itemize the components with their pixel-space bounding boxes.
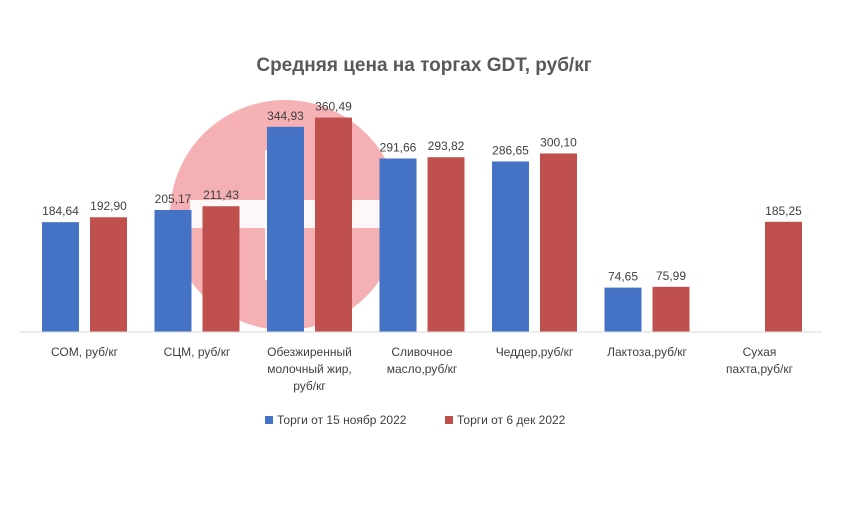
x-tick-label-5: Чеддер,руб/кг bbox=[496, 345, 574, 359]
bar-series-2-cat-5 bbox=[540, 153, 577, 332]
legend-marker-series-2 bbox=[445, 416, 453, 424]
data-label-series-2-cat-5: 300,10 bbox=[540, 135, 577, 149]
x-tick-label-1: СОМ, руб/кг bbox=[51, 345, 119, 359]
x-tick-labels: СОМ, руб/кг СЦМ, руб/кг Обезжиренный молочн… bbox=[51, 345, 794, 393]
bar-series-2-cat-3 bbox=[315, 117, 352, 333]
legend-label-series-2: Торги от 6 дек 2022 bbox=[457, 413, 566, 427]
data-label-series-2-cat-4: 293,82 bbox=[428, 139, 465, 153]
x-tick-label-1-line-1: СОМ, руб/кг bbox=[51, 345, 119, 359]
data-label-series-1-cat-5: 286,65 bbox=[492, 143, 529, 157]
data-label-series-2-cat-3: 360,49 bbox=[315, 100, 352, 114]
x-tick-label-7-line-1: Сухая bbox=[743, 345, 777, 359]
x-tick-label-6: Лактоза,руб/кг bbox=[607, 345, 687, 359]
bar-series-2-cat-6 bbox=[652, 286, 690, 332]
bar-series-1-cat-2 bbox=[154, 209, 192, 332]
bar-series-2-cat-2 bbox=[202, 206, 240, 332]
x-tick-label-4-line-1: Сливочное bbox=[391, 345, 453, 359]
data-label-series-1-cat-1: 184,64 bbox=[42, 204, 79, 218]
data-label-series-1-cat-3: 344,93 bbox=[267, 109, 304, 123]
x-tick-label-7-line-2: пахта,руб/кг bbox=[726, 362, 794, 376]
x-tick-label-2-line-1: СЦМ, руб/кг bbox=[164, 345, 231, 359]
data-label-series-2-cat-2: 211,43 bbox=[203, 188, 239, 202]
chart-title: Средняя цена на торгах GDT, руб/кг bbox=[256, 55, 591, 76]
bar-series-1-cat-6 bbox=[604, 287, 642, 332]
data-label-series-1-cat-6: 74,65 bbox=[608, 270, 638, 284]
x-tick-label-4: Сливочное масло,руб/кг bbox=[387, 345, 458, 376]
data-label-series-2-cat-1: 192,90 bbox=[90, 199, 127, 213]
bar-series-1-cat-3 bbox=[267, 126, 304, 332]
legend-label-series-1: Торги от 15 ноябр 2022 bbox=[277, 413, 407, 427]
bar-series-2-cat-7 bbox=[765, 221, 802, 332]
legend: Торги от 15 ноябр 2022 Торги от 6 дек 20… bbox=[265, 413, 566, 427]
bar-series-1-cat-4 bbox=[379, 158, 417, 332]
bar-series-1-cat-1 bbox=[42, 222, 79, 332]
bars bbox=[42, 117, 802, 333]
x-tick-label-7: Сухая пахта,руб/кг bbox=[726, 345, 794, 376]
legend-marker-series-1 bbox=[265, 416, 273, 424]
x-tick-label-4-line-2: масло,руб/кг bbox=[387, 362, 458, 376]
bar-series-2-cat-4 bbox=[427, 157, 465, 332]
data-label-series-1-cat-2: 205,17 bbox=[155, 192, 192, 206]
x-tick-label-3-line-2: молочный жир, bbox=[267, 362, 352, 376]
x-tick-label-3: Обезжиренный молочный жир, руб/кг bbox=[267, 345, 352, 393]
x-tick-label-5-line-1: Чеддер,руб/кг bbox=[496, 345, 574, 359]
x-tick-label-3-line-3: руб/кг bbox=[293, 379, 326, 393]
x-tick-label-2: СЦМ, руб/кг bbox=[164, 345, 231, 359]
data-labels: 184,64 192,90 205,17 211,43 344,93 360,49 291,… bbox=[42, 100, 802, 284]
data-label-series-2-cat-6: 75,99 bbox=[656, 269, 686, 283]
data-label-series-1-cat-4: 291,66 bbox=[380, 140, 417, 154]
x-tick-label-6-line-1: Лактоза,руб/кг bbox=[607, 345, 687, 359]
data-label-series-2-cat-7: 185,25 bbox=[765, 204, 802, 218]
bar-series-1-cat-5 bbox=[492, 161, 529, 332]
bar-series-2-cat-1 bbox=[90, 217, 127, 332]
x-tick-label-3-line-1: Обезжиренный bbox=[267, 345, 352, 359]
